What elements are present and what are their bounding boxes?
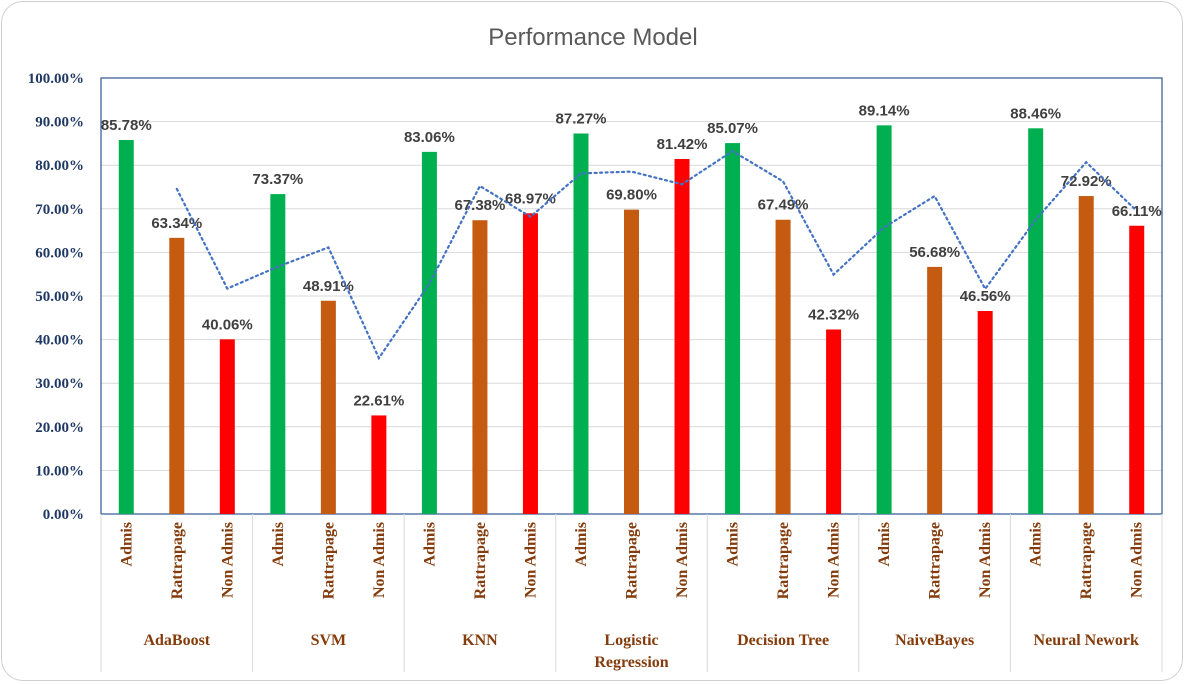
x-subcategory-label: Admis — [118, 522, 135, 566]
x-group-label: NaiveBayes — [895, 632, 974, 649]
data-label: 48.91% — [303, 278, 354, 295]
y-tick-label: 60.00% — [35, 245, 84, 261]
data-label: 89.14% — [859, 102, 910, 119]
x-subcategory-label: Non Admis — [371, 522, 388, 598]
data-label: 46.56% — [960, 288, 1011, 305]
bar — [320, 300, 336, 514]
x-subcategory-label: Rattrapage — [624, 522, 641, 599]
data-label: 42.32% — [808, 306, 859, 323]
bar — [118, 139, 134, 514]
data-label: 87.27% — [556, 111, 607, 128]
x-subcategory-label: Admis — [876, 522, 893, 566]
bar — [826, 329, 842, 514]
data-label: 85.78% — [101, 117, 152, 134]
y-tick-label: 90.00% — [35, 115, 84, 131]
x-subcategory-label: Rattrapage — [472, 522, 489, 599]
bar — [169, 237, 185, 515]
data-label: 22.61% — [353, 392, 404, 409]
y-tick-label: 30.00% — [35, 376, 84, 392]
bar — [270, 194, 286, 514]
data-label: 56.68% — [909, 244, 960, 261]
x-subcategory-label: Non Admis — [674, 522, 691, 598]
bar — [674, 159, 690, 515]
data-label: 73.37% — [252, 171, 303, 188]
y-tick-label: 40.00% — [35, 333, 84, 349]
y-tick-label: 20.00% — [35, 420, 84, 436]
y-tick-label: 0.00% — [43, 507, 84, 523]
y-tick-label: 80.00% — [35, 158, 84, 174]
x-subcategory-label: Admis — [421, 522, 438, 566]
data-label: 72.92% — [1061, 173, 1112, 190]
x-group-label: SVM — [311, 632, 347, 649]
x-subcategory-label: Rattrapage — [927, 522, 944, 599]
x-subcategory-label: Rattrapage — [320, 522, 337, 599]
bar — [522, 213, 538, 514]
y-tick-label: 70.00% — [35, 202, 84, 218]
x-subcategory-label: Non Admis — [522, 522, 539, 598]
bar — [472, 220, 488, 514]
data-label: 83.06% — [404, 129, 455, 146]
x-subcategory-label: Rattrapage — [1078, 522, 1095, 599]
x-group-label: Neural Nework — [1034, 632, 1139, 649]
data-label: 81.42% — [657, 136, 708, 153]
x-group-label: Regression — [594, 654, 668, 671]
data-label: 40.06% — [202, 316, 253, 333]
bar — [725, 143, 741, 515]
x-group-label: AdaBoost — [143, 632, 210, 649]
x-subcategory-label: Admis — [270, 522, 287, 566]
bar — [624, 209, 639, 514]
x-subcategory-label: Admis — [725, 522, 742, 566]
trendline — [175, 149, 1138, 361]
x-group-label: Logistic — [604, 632, 658, 649]
y-tick-label: 100.00% — [28, 71, 84, 87]
x-subcategory-label: Rattrapage — [169, 522, 186, 599]
bar — [1028, 128, 1044, 515]
data-label: 67.38% — [454, 197, 505, 214]
bar — [1078, 196, 1094, 515]
data-label: 69.80% — [606, 187, 657, 204]
data-label: 66.11% — [1112, 203, 1162, 220]
x-subcategory-label: Non Admis — [219, 522, 236, 598]
y-tick-label: 10.00% — [35, 463, 84, 479]
y-tick-label: 50.00% — [35, 289, 84, 305]
bar — [977, 310, 993, 514]
data-label: 63.34% — [151, 215, 202, 232]
data-label: 88.46% — [1010, 105, 1061, 122]
bar — [421, 151, 437, 514]
x-group-label: Decision Tree — [737, 632, 829, 649]
bar — [371, 415, 387, 514]
bar — [927, 266, 943, 514]
x-subcategory-label: Non Admis — [1129, 522, 1146, 598]
data-label: 67.49% — [758, 197, 809, 214]
data-label: 85.07% — [707, 120, 758, 137]
chart-title: Performance Model — [488, 24, 697, 51]
data-label: 68.97% — [505, 190, 556, 207]
bar — [1129, 225, 1145, 514]
bar — [775, 219, 791, 515]
x-subcategory-label: Non Admis — [826, 522, 843, 598]
x-subcategory-label: Non Admis — [977, 522, 994, 598]
x-group-label: KNN — [462, 632, 498, 649]
bar — [876, 125, 892, 514]
x-subcategory-label: Rattrapage — [775, 522, 792, 599]
bar — [573, 133, 589, 514]
bar — [219, 339, 235, 514]
x-subcategory-label: Admis — [573, 522, 590, 566]
x-subcategory-label: Admis — [1028, 522, 1045, 566]
